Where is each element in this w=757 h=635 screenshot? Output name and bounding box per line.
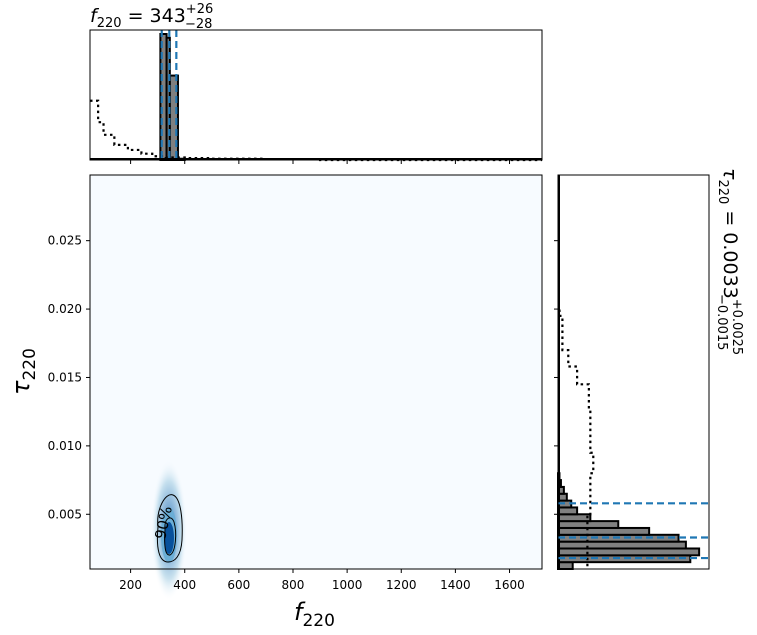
right-title-lower: −0.0015: [714, 294, 729, 350]
contour-outer: [156, 494, 183, 563]
top-title-equals: =: [122, 5, 150, 27]
top-panel-title: f220 = 343+26 −28: [90, 2, 213, 32]
x-tick-label: 600: [227, 578, 250, 592]
joint-density-panel: 90% 200 400 600 800 1000 1200 1400 1600 0.0050.…: [7, 174, 543, 631]
x-tick-label: 1400: [440, 578, 471, 592]
top-title-symbol: f: [90, 5, 100, 27]
x-label-subscript: 220: [302, 611, 334, 631]
right-title-upper: +0.0025: [729, 299, 744, 355]
top-panel-frame: [89, 29, 543, 161]
density-core-inner: [164, 522, 174, 554]
right-hist-bin: [557, 561, 574, 571]
x-tick-label: 400: [173, 578, 196, 592]
contour-inner: [164, 517, 177, 556]
right-posterior-bins: [557, 175, 701, 571]
right-marginal-panel: τ220 = 0.0033+0.0025−0.0015: [554, 168, 744, 571]
y-tick-label: 0.015: [48, 370, 82, 384]
main-x-ticks: 200 400 600 800 1000 1200 1400 1600: [119, 569, 525, 592]
y-label-subscript: 220: [20, 348, 40, 380]
y-axis-label: τ220: [7, 348, 40, 395]
top-x-ticks: [130, 160, 511, 164]
right-y-ticks: [554, 240, 558, 515]
top-title-lower: −28: [185, 17, 212, 32]
main-y-ticks: 0.005 0.010 0.015 0.020 0.025: [48, 234, 90, 521]
x-tick-label: 200: [119, 578, 142, 592]
right-hist-bin: [557, 526, 651, 536]
right-panel-title: τ220 = 0.0033+0.0025−0.0015: [714, 168, 744, 355]
top-marginal-panel: f220 = 343+26 −28: [89, 2, 543, 164]
top-posterior-bins: [90, 33, 542, 162]
top-title-upper: +26: [186, 2, 213, 17]
x-axis-label: f220: [294, 598, 335, 631]
top-title-subscript: 220: [97, 16, 122, 31]
y-label-symbol: τ: [7, 380, 35, 395]
y-tick-label: 0.025: [48, 234, 82, 248]
x-tick-label: 800: [282, 578, 305, 592]
y-tick-label: 0.010: [48, 439, 82, 453]
top-title-value: 343: [150, 5, 186, 27]
x-tick-label: 1200: [386, 578, 417, 592]
right-title-subscript: 220: [715, 179, 730, 204]
x-tick-label: 1600: [494, 578, 525, 592]
right-title-value: 0.0033: [719, 232, 741, 298]
right-prior-curve: [558, 307, 595, 567]
x-tick-label: 1000: [332, 578, 363, 592]
right-hist-bin: [557, 506, 579, 516]
right-title-equals: =: [719, 204, 741, 232]
main-panel-frame: [89, 174, 543, 570]
y-tick-label: 0.020: [48, 302, 82, 316]
right-title-symbol: τ: [719, 168, 741, 180]
right-hist-bin: [557, 547, 701, 557]
right-quantile-lines: [558, 502, 709, 560]
top-prior-curve: [90, 99, 542, 162]
right-hist-bin: [557, 513, 592, 523]
right-hist-bin: [557, 540, 687, 550]
y-tick-label: 0.005: [48, 507, 82, 521]
right-panel-frame: [557, 174, 710, 570]
